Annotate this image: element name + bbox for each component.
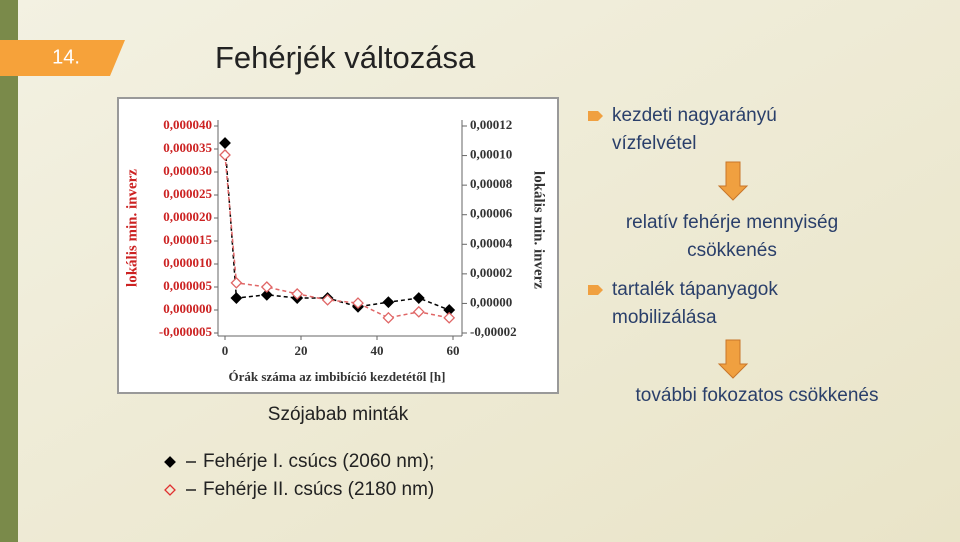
slide-number: 14. bbox=[52, 46, 80, 68]
y-tick-label: 0,000035 bbox=[163, 140, 212, 155]
data-point bbox=[291, 287, 304, 300]
flow-text: relatív fehérje mennyiség bbox=[626, 212, 838, 233]
data-point bbox=[443, 311, 456, 324]
data-point bbox=[412, 305, 425, 318]
data-point bbox=[230, 292, 243, 304]
y-tick-label: 0,000020 bbox=[163, 209, 212, 224]
y-tick-label: 0,000000 bbox=[163, 301, 212, 316]
y-tick-label: 0,000010 bbox=[163, 255, 212, 270]
y2-tick-label: 0,00006 bbox=[470, 206, 513, 221]
flow-text: vízfelvétel bbox=[612, 133, 696, 154]
x-axis-label: Órák száma az imbibíció kezdetétől [h] bbox=[229, 369, 446, 384]
data-point bbox=[230, 276, 243, 289]
slide-title: Fehérjék változása bbox=[215, 40, 476, 75]
y-tick-label: 0,000040 bbox=[163, 117, 212, 132]
bullet bbox=[588, 285, 603, 295]
data-point bbox=[260, 281, 273, 293]
number-tag bbox=[0, 40, 125, 76]
down-arrow bbox=[717, 339, 749, 379]
flow-text: további fokozatos csökkenés bbox=[636, 385, 879, 406]
flow-text: kezdeti nagyarányú bbox=[612, 105, 777, 126]
caption: Szójabab minták bbox=[268, 404, 409, 425]
x-tick-label: 40 bbox=[371, 343, 384, 358]
data-point bbox=[382, 311, 395, 324]
data-point bbox=[260, 288, 273, 301]
bullet bbox=[588, 111, 603, 121]
y2-tick-label: 0,00010 bbox=[470, 147, 512, 162]
side-stripe bbox=[0, 0, 18, 542]
y-tick-label: -0,000005 bbox=[159, 324, 213, 339]
x-tick-label: 0 bbox=[222, 343, 229, 358]
data-point bbox=[382, 296, 395, 309]
down-arrow bbox=[717, 161, 749, 201]
data-point bbox=[219, 137, 231, 149]
legend-marker bbox=[164, 484, 176, 496]
y2-tick-label: 0,00008 bbox=[470, 176, 513, 191]
y2-tick-label: 0,00002 bbox=[470, 265, 512, 280]
data-point bbox=[352, 297, 364, 310]
x-tick-label: 60 bbox=[447, 343, 460, 358]
y2-tick-label: -0,00002 bbox=[470, 324, 517, 339]
y-tick-label: 0,000025 bbox=[163, 186, 212, 201]
data-point bbox=[321, 293, 334, 306]
y2-tick-label: 0,00004 bbox=[470, 235, 513, 250]
flow-text: csökkenés bbox=[687, 240, 777, 261]
data-point bbox=[412, 292, 425, 304]
y-tick-label: 0,000005 bbox=[163, 278, 212, 293]
legend-label: Fehérje II. csúcs (2180 nm) bbox=[203, 479, 434, 500]
y2-tick-label: 0,00000 bbox=[470, 294, 512, 309]
chart-frame bbox=[117, 97, 559, 394]
y2-axis-label: lokális min. inverz bbox=[531, 171, 547, 289]
flow-text: mobilizálása bbox=[612, 307, 717, 328]
x-tick-label: 20 bbox=[295, 343, 308, 358]
y-axis-label: lokális min. inverz bbox=[124, 169, 140, 287]
y-tick-label: 0,000030 bbox=[163, 163, 212, 178]
flow-text: tartalék tápanyagok bbox=[612, 279, 778, 300]
legend-marker bbox=[164, 456, 176, 468]
legend-label: Fehérje I. csúcs (2060 nm); bbox=[203, 451, 434, 472]
data-point bbox=[219, 149, 231, 161]
y2-tick-label: 0,00012 bbox=[470, 117, 512, 132]
y-tick-label: 0,000015 bbox=[163, 232, 212, 247]
